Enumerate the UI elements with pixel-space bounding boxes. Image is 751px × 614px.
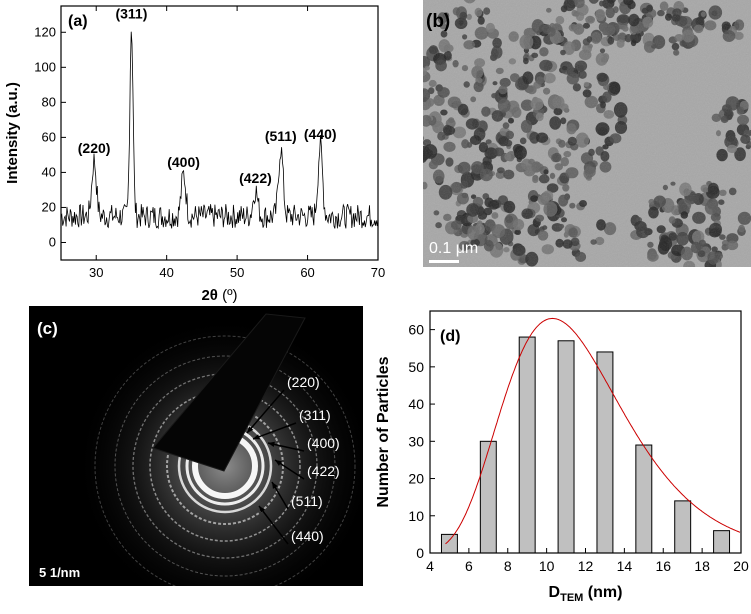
- panel-letter-d: (d): [440, 328, 460, 345]
- y-axis-title: Intensity (a.u.): [4, 82, 21, 184]
- y-tick-label: 60: [42, 129, 56, 144]
- ring-label: (220): [287, 374, 320, 390]
- tem-micrograph-image: (b) 0.1 μm: [423, 0, 751, 267]
- peak-label: (422): [239, 170, 272, 186]
- y-tick-label: 100: [34, 59, 56, 74]
- x-tick-label: 8: [504, 558, 512, 574]
- x-tick-label: 20: [733, 558, 749, 574]
- histogram-bar: [480, 441, 496, 553]
- scale-bar: [429, 260, 459, 263]
- x-tick-label: 6: [465, 558, 473, 574]
- x-tick-label: 60: [300, 265, 314, 280]
- histogram-bar: [558, 341, 574, 553]
- histogram-bar: [519, 337, 535, 553]
- y-tick-label: 50: [408, 359, 424, 375]
- peak-label: (311): [115, 5, 147, 21]
- saed-pattern-image: (220) (311) (400) (422) (511) (440) (c) 5 1/n…: [29, 306, 363, 586]
- peak-label: (400): [167, 154, 200, 170]
- x-tick-label: 10: [539, 558, 555, 574]
- xrd-chart-panel: 30 40 50 60 70 0 20 40 60 80 100 120 (220) (311) (400)…: [0, 0, 390, 305]
- particle-size-histogram: 4 6 8 10 12 14 16 18 20 0 10 20 30 40 50 60 (d) DTEM (nm)…: [368, 306, 751, 609]
- x-tick-label: 16: [655, 558, 671, 574]
- x-axis-title: DTEM (nm): [549, 584, 623, 604]
- ring-label: (511): [291, 493, 323, 509]
- peak-label: (440): [304, 126, 337, 142]
- x-tick-label: 40: [159, 265, 173, 280]
- histogram-bar: [636, 445, 652, 553]
- histogram-bar: [597, 352, 613, 553]
- y-tick-label: 0: [49, 234, 56, 249]
- scale-bar-label: 0.1 μm: [429, 240, 478, 257]
- scale-label: 5 1/nm: [39, 565, 80, 580]
- y-tick-label: 120: [34, 24, 56, 39]
- ring-label: (422): [307, 463, 340, 479]
- x-tick-label: 30: [89, 265, 103, 280]
- histogram-bar: [675, 501, 691, 553]
- y-axis-title: Number of Particles: [375, 356, 392, 507]
- peak-label: (220): [78, 140, 111, 156]
- peak-label: (511): [265, 128, 297, 144]
- y-tick-label: 80: [42, 94, 56, 109]
- x-tick-label: 14: [617, 558, 633, 574]
- panel-letter-b: (b): [426, 11, 450, 32]
- y-tick-label: 40: [408, 396, 424, 412]
- histogram-bar: [714, 531, 730, 553]
- x-axis-title: 2θ (º): [201, 287, 237, 304]
- xrd-chart: 30 40 50 60 70 0 20 40 60 80 100 120 (220) (311) (400)…: [0, 0, 390, 305]
- saed-pattern-panel: (220) (311) (400) (422) (511) (440) (c) 5 1/n…: [29, 306, 363, 586]
- tem-image-panel: (b) 0.1 μm: [423, 0, 751, 267]
- y-tick-label: 40: [42, 164, 56, 179]
- x-tick-label: 4: [426, 558, 434, 574]
- y-tick-label: 60: [408, 322, 424, 338]
- ring-label: (440): [291, 528, 324, 544]
- panel-letter-c: (c): [37, 319, 58, 338]
- x-tick-label: 70: [371, 265, 385, 280]
- histogram-bar: [441, 534, 457, 553]
- x-tick-label: 50: [230, 265, 244, 280]
- x-tick-label: 18: [694, 558, 710, 574]
- y-tick-label: 0: [416, 545, 424, 561]
- y-tick-label: 20: [408, 471, 424, 487]
- ring-label: (400): [307, 435, 340, 451]
- x-tick-label: 12: [578, 558, 594, 574]
- y-tick-label: 20: [42, 199, 56, 214]
- panel-letter-a: (a): [68, 13, 88, 30]
- histogram-panel: 4 6 8 10 12 14 16 18 20 0 10 20 30 40 50 60 (d) DTEM (nm)…: [368, 306, 751, 609]
- y-tick-label: 10: [408, 508, 424, 524]
- y-tick-label: 30: [408, 433, 424, 449]
- ring-label: (311): [299, 407, 331, 423]
